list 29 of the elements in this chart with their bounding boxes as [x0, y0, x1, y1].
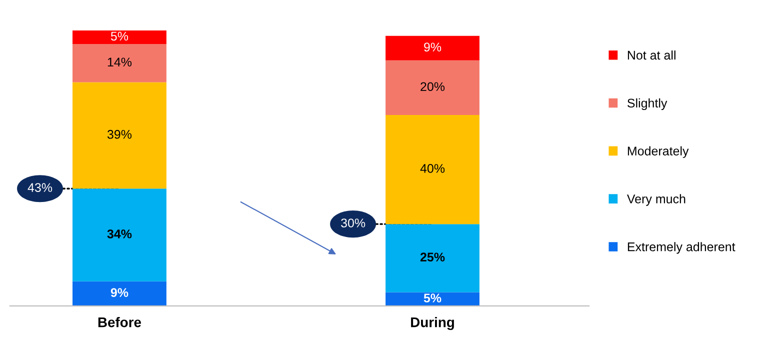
data-label: 40% — [420, 164, 445, 173]
data-label: 9% — [110, 288, 128, 297]
data-label: 20% — [420, 82, 445, 92]
data-label: 39% — [107, 130, 132, 139]
legend-label: Not at all — [628, 50, 676, 60]
bar — [72, 30, 166, 44]
data-label: 9% — [424, 42, 442, 52]
data-label: 14% — [108, 58, 132, 66]
bar — [386, 114, 480, 224]
x-tick-label: Before — [98, 317, 141, 328]
data-label: 5% — [424, 294, 442, 302]
legend-label: Extremely adherent — [628, 242, 736, 254]
bar — [72, 44, 166, 82]
legend-label: Very much — [626, 194, 686, 206]
bar — [386, 292, 480, 306]
legend-label: Moderately — [628, 146, 689, 158]
bar — [386, 60, 480, 115]
annotation: 43% — [28, 183, 52, 192]
annotation: 30% — [341, 218, 366, 228]
data-label: 34% — [107, 229, 132, 238]
bar — [72, 188, 166, 282]
bar — [72, 82, 166, 189]
x-tick-label: During — [411, 317, 454, 330]
bar — [386, 224, 480, 292]
legend-label: Slightly — [627, 98, 668, 110]
bar — [72, 281, 166, 306]
data-label: 5% — [110, 32, 128, 41]
data-label: 25% — [420, 252, 445, 262]
bar — [386, 36, 480, 60]
